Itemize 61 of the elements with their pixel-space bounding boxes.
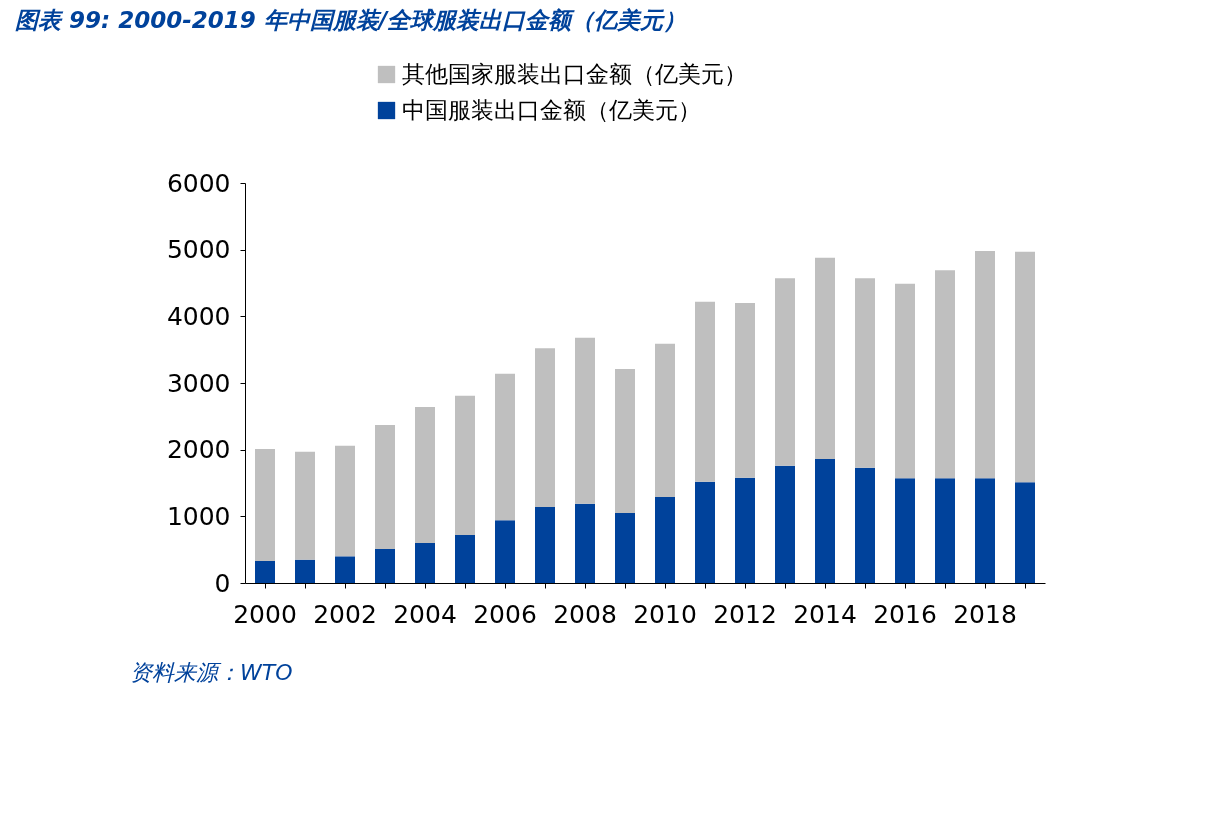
bar	[815, 257, 835, 459]
y-tick-label: 6000	[166, 168, 231, 198]
bar	[895, 283, 915, 479]
bar	[975, 478, 995, 583]
bar	[455, 395, 475, 535]
x-tick-label: 2002	[313, 599, 377, 629]
bar	[575, 337, 595, 504]
bar	[735, 477, 755, 583]
bar	[535, 348, 555, 507]
y-tick-label: 2000	[166, 435, 231, 465]
legend-label: 中国服装出口金额（亿美元）	[402, 96, 701, 123]
bar	[655, 497, 675, 583]
bar	[1015, 482, 1035, 583]
bar	[855, 278, 875, 468]
bar	[655, 343, 675, 497]
bar	[375, 425, 395, 549]
bar	[695, 301, 715, 482]
bar	[615, 513, 635, 583]
bar	[375, 549, 395, 583]
legend-label: 其他国家服装出口金额（亿美元）	[402, 60, 747, 87]
bar	[335, 556, 355, 583]
x-tick-label: 2012	[713, 599, 777, 629]
bar	[455, 535, 475, 583]
bar	[735, 303, 755, 478]
bar	[695, 481, 715, 583]
x-tick-label: 2018	[953, 599, 1017, 629]
y-tick-label: 3000	[166, 368, 231, 398]
text: 资料来源：WTO	[130, 660, 293, 685]
x-tick-label: 2006	[473, 599, 537, 629]
bar	[935, 478, 955, 583]
y-tick-label: 1000	[166, 501, 231, 531]
x-tick-label: 2004	[393, 599, 457, 629]
bar	[575, 503, 595, 583]
x-tick-label: 2000	[233, 599, 297, 629]
x-tick-label: 2016	[873, 599, 937, 629]
bar	[255, 561, 275, 583]
bar	[775, 278, 795, 466]
y-tick-label: 4000	[166, 301, 231, 331]
bar	[255, 449, 275, 561]
bar	[775, 465, 795, 583]
bar	[1015, 251, 1035, 483]
bar	[815, 459, 835, 583]
y-tick-label: 5000	[166, 235, 231, 265]
bar	[895, 478, 915, 583]
x-tick-label: 2008	[553, 599, 617, 629]
x-tick-label: 2014	[793, 599, 857, 629]
bar	[495, 373, 515, 521]
bar	[335, 445, 355, 557]
bar	[415, 407, 435, 543]
bar	[855, 467, 875, 583]
bar	[415, 543, 435, 583]
x-tick-label: 2010	[633, 599, 697, 629]
chart-title: 图表 99: 2000-2019 年中国服装/全球服装出口金额（亿美元）	[15, 7, 687, 33]
bar	[495, 520, 515, 583]
bar	[935, 270, 955, 479]
bar	[295, 451, 315, 560]
bar	[615, 369, 635, 513]
bar	[295, 559, 315, 583]
bar	[975, 251, 995, 479]
y-tick-label: 0	[214, 568, 231, 598]
bar	[535, 507, 555, 583]
